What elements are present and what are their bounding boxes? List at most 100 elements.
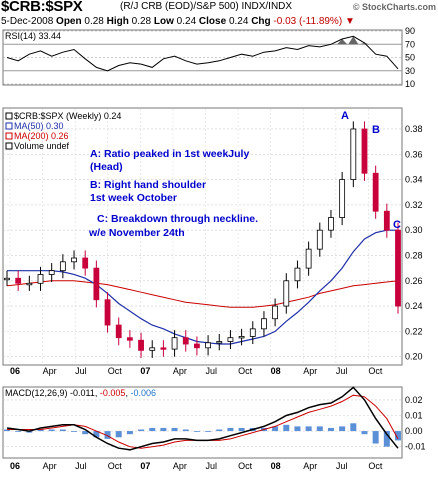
price-bar (216, 341, 223, 344)
macd-hist-bar (104, 431, 111, 439)
x-tick-label: Apr (173, 366, 187, 376)
high-label: High (106, 16, 129, 27)
x-tick-label: 06 (10, 366, 20, 376)
price-x-axis: 06 Apr Jul Oct 07 Apr Jul Oct 08 Apr Jul Oct (10, 366, 383, 376)
price-bar (194, 343, 200, 349)
price-bar (93, 267, 100, 301)
brand-logo: © StockCharts.com (352, 2, 436, 12)
annotation-text: w/e November 24th (88, 227, 185, 239)
macd-hist-bar (171, 427, 178, 432)
legend-swatch (5, 112, 13, 120)
price-bar (372, 172, 379, 212)
price-bar (249, 328, 256, 337)
macd-hist-bar (126, 431, 133, 435)
x-tick-label: Apr (43, 461, 57, 471)
rsi-tick-label: 10 (405, 79, 415, 89)
macd-hist-bar (238, 427, 245, 432)
close-value: 0.24 (228, 16, 249, 27)
price-bar (205, 342, 211, 349)
x-tick-label: Oct (238, 366, 253, 376)
macd-hist-bar (361, 431, 368, 435)
low-value: 0.24 (176, 16, 197, 27)
macd-hist-bar (294, 426, 301, 432)
x-tick-label: Oct (108, 366, 123, 376)
price-bar (361, 128, 368, 174)
macd-hist-bar (37, 429, 44, 432)
price-bar (328, 217, 334, 231)
down-triangle-icon: ▼ (344, 16, 355, 27)
legend-entry: MA(200) 0.26 (14, 131, 69, 141)
macd-hist-value: -0.006 (130, 388, 156, 398)
macd-hist-bar (350, 423, 357, 432)
price-bar (26, 282, 33, 286)
price-bar (294, 267, 301, 282)
legend-swatch (5, 132, 13, 140)
annotation-text: 1st week October (90, 192, 177, 204)
annotation-text: (Head) (90, 161, 123, 173)
rsi-line (6, 35, 399, 72)
price-bar (383, 210, 390, 231)
price-bar (283, 280, 290, 307)
rsi-label: RSI(14) 33.44 (5, 31, 61, 41)
price-bar (182, 337, 189, 345)
macd-hist-bar (395, 431, 401, 441)
open-label: Open (56, 16, 82, 27)
price-tick-label: 0.34 (405, 175, 423, 185)
chg-value: -0.03 (-11.89%) (273, 16, 343, 27)
price-tick-label: 0.32 (405, 200, 423, 210)
macd-x-axis: 06 Apr Jul Oct 07 Apr Jul Oct 08 Apr Jul Oct (10, 461, 383, 471)
price-bar (126, 337, 133, 341)
macd-hist-bar (71, 431, 78, 432)
price-bar (104, 299, 111, 326)
macd-hist-bar (15, 431, 22, 432)
macd-hist-bar (93, 431, 100, 438)
macd-hist-bar (205, 431, 212, 432)
price-bar (316, 229, 323, 250)
price-tick-label: 0.38 (405, 124, 423, 134)
macd-hist-bar (160, 427, 167, 432)
chart-header: $CRB:$SPX (R/J CRB (EOD)/S&P 500) INDX/I… (0, 0, 438, 30)
x-tick-label: Jul (336, 461, 348, 471)
x-tick-label: Jul (336, 366, 348, 376)
x-tick-label: Jul (206, 461, 218, 471)
price-bar (115, 324, 122, 339)
x-tick-label: Jul (75, 461, 87, 471)
macd-hist-bar (149, 427, 156, 432)
x-tick-label: Oct (238, 461, 253, 471)
price-bar (71, 257, 77, 263)
price-bar (15, 277, 22, 284)
price-bar (160, 347, 167, 350)
macd-tick-label: 0.01 (405, 410, 423, 420)
price-tick-label: 0.24 (405, 301, 423, 311)
price-bar (4, 277, 10, 281)
rsi-tick-label: 90 (405, 26, 415, 36)
high-value: 0.28 (131, 16, 152, 27)
price-bar (171, 337, 178, 350)
price-bar (350, 128, 357, 180)
macd-hist-bar (48, 429, 55, 432)
rsi-tick-label: 50 (405, 53, 415, 63)
price-bar (149, 347, 156, 351)
price-bar (138, 339, 144, 351)
legend-swatch (5, 142, 13, 150)
annotation-text: C: Breakdown through neckline. (97, 213, 258, 225)
macd-hist-bar (82, 431, 89, 435)
macd-hist-bar (193, 431, 200, 432)
price-tick-label: 0.28 (405, 250, 423, 260)
macd-hist-bar (327, 427, 334, 432)
price-bar (305, 248, 312, 269)
price-bar (48, 270, 55, 275)
price-tick-label: 0.30 (405, 225, 423, 235)
ma200-line (6, 280, 399, 308)
macd-value: -0.011 (70, 388, 95, 398)
legend-entry: $CRB:$SPX (Weekly) 0.24 (14, 111, 121, 121)
chg-label: Chg (251, 16, 271, 27)
x-tick-label: 07 (140, 366, 150, 376)
price-bar (272, 305, 279, 320)
macd-hist-bar (182, 429, 189, 432)
macd-hist-bar (305, 426, 312, 432)
annotation-text: B: Right hand shoulder (90, 179, 206, 191)
macd-panel: 0.02 0.01 0.00 -0.01 MACD(12,26,9) -0.011, … (2, 386, 426, 459)
price-bar (261, 318, 267, 330)
price-tick-label: 0.36 (405, 149, 423, 159)
